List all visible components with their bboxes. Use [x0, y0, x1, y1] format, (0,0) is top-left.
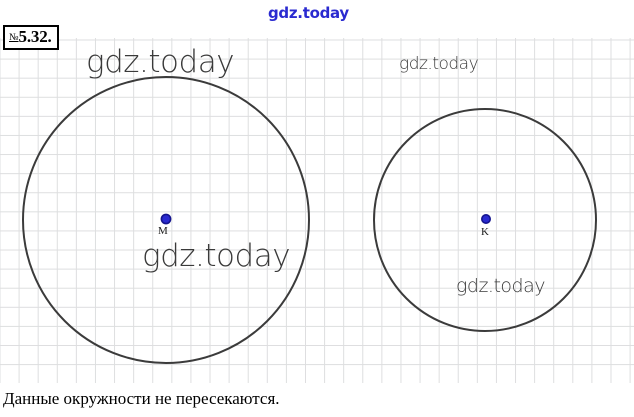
task-number-box: №5.32. — [3, 25, 59, 50]
task-number-value: 5.32. — [18, 27, 52, 46]
watermark-right-bottom: gdz.today — [456, 275, 546, 297]
watermark-right-top: gdz.today — [399, 54, 479, 74]
number-sign-icon: № — [9, 32, 19, 43]
circle-m — [22, 76, 310, 364]
center-point-k — [480, 214, 491, 225]
watermark-left-middle: gdz.today — [142, 238, 291, 274]
center-point-m — [160, 213, 172, 225]
answer-caption: Данные окружности не пересекаются. — [3, 389, 280, 408]
point-label-k: K — [481, 226, 489, 238]
point-label-m: M — [158, 225, 168, 237]
circle-k — [373, 108, 597, 332]
watermark-left-top: gdz.today — [86, 44, 235, 80]
top-watermark-text: gdz.today — [268, 4, 349, 22]
graph-paper-grid — [0, 38, 634, 383]
